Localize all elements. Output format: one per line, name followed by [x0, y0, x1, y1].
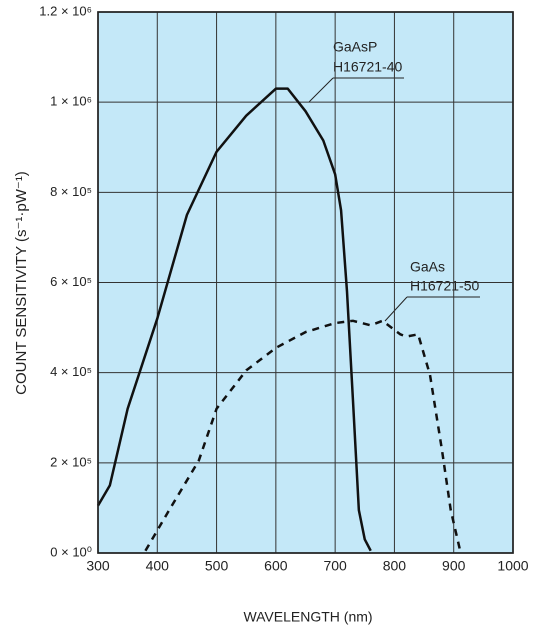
annotation-model: H16721-50	[410, 278, 479, 294]
x-tick-label: 800	[383, 558, 407, 574]
x-tick-label: 300	[86, 558, 110, 574]
x-tick-label: 500	[205, 558, 229, 574]
annotation-name: GaAsP	[333, 39, 377, 55]
y-tick-label: 1 × 10⁶	[50, 94, 92, 109]
y-tick-label: 1.2 × 10⁶	[39, 3, 92, 18]
x-tick-label: 400	[146, 558, 170, 574]
x-tick-label: 1000	[497, 558, 528, 574]
y-axis-label: COUNT SENSITIVITY (s⁻¹·pW⁻¹)	[13, 171, 30, 395]
annotation-leader	[384, 296, 408, 322]
annotation-name: GaAs	[410, 259, 445, 275]
annotation-model: H16721-40	[333, 59, 402, 75]
line-series	[96, 87, 372, 552]
plot-frame	[97, 11, 514, 554]
y-tick-label: 0 × 10⁰	[50, 544, 92, 559]
y-tick-label: 2 × 10⁵	[50, 454, 92, 469]
x-tick-label: 600	[264, 558, 288, 574]
x-axis-label: WAVELENGTH (nm)	[243, 609, 372, 625]
y-tick-label: 6 × 10⁵	[50, 274, 92, 289]
annotation-leader	[308, 77, 334, 103]
x-tick-label: 900	[442, 558, 466, 574]
y-tick-label: 8 × 10⁵	[50, 184, 92, 199]
y-tick-label: 4 × 10⁵	[50, 364, 92, 379]
x-tick-label: 700	[323, 558, 347, 574]
